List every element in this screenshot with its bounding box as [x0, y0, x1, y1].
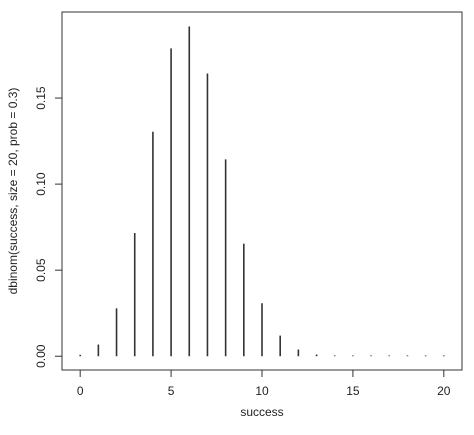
y-tick-label-3: 0.15 — [34, 86, 48, 110]
y-tick-label-1: 0.05 — [34, 258, 48, 282]
x-tick-label-5: 5 — [168, 384, 175, 398]
y-axis-label: dbinom(success, size = 20, prob = 0.3) — [6, 88, 20, 295]
x-tick-label-10: 10 — [255, 384, 269, 398]
y-axis: 0.00 0.05 0.10 0.15 — [34, 86, 63, 368]
x-tick-label-0: 0 — [77, 384, 84, 398]
bar-series — [79, 26, 445, 357]
x-tick-label-20: 20 — [437, 384, 451, 398]
y-tick-label-2: 0.10 — [34, 172, 48, 196]
y-tick-label-0: 0.00 — [34, 344, 48, 368]
x-axis-label: success — [240, 405, 283, 419]
x-axis: 0 5 10 15 20 — [77, 369, 451, 398]
x-tick-label-15: 15 — [346, 384, 360, 398]
